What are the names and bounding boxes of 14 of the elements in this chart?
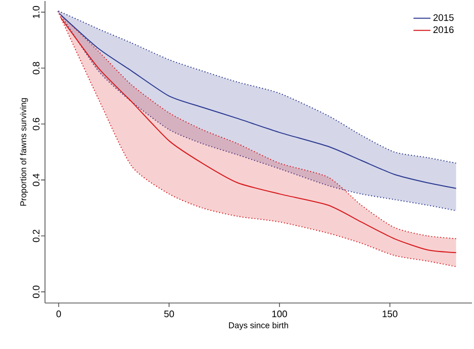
legend-label: 2016 (433, 26, 454, 34)
y-tick-label: 0.2 (32, 230, 40, 242)
y-tick-label: 0.8 (32, 62, 40, 74)
x-tick-label: 150 (382, 310, 398, 318)
legend-label: 2015 (433, 14, 454, 21)
x-tick-label: 0 (56, 310, 61, 318)
y-tick-label: 0.0 (32, 286, 40, 298)
y-tick-label: 0.6 (32, 118, 40, 130)
x-tick-label: 50 (164, 310, 174, 318)
x-tick-label: 100 (272, 310, 287, 318)
y-tick-label: 1.0 (32, 6, 40, 18)
x-axis-title: Days since birth (229, 322, 288, 330)
y-tick-label: 0.4 (32, 174, 40, 186)
y-axis-title: Proportion of fawns surviving (20, 98, 28, 206)
